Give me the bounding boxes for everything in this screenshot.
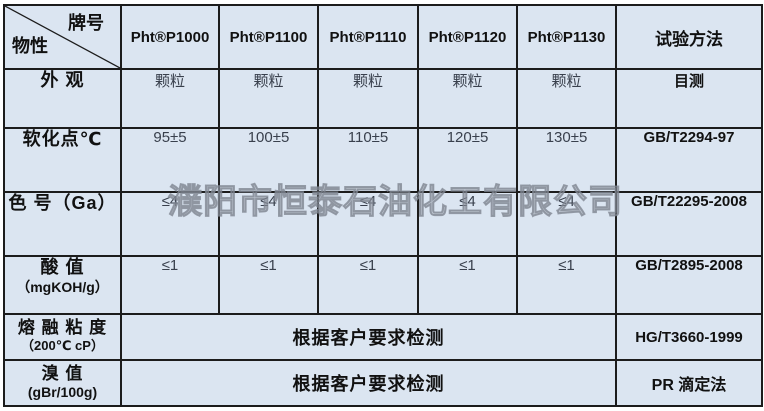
method-cell: GB/T2294-97: [615, 127, 763, 193]
method-cell: HG/T3660-1999: [615, 313, 763, 361]
row-label-line2: (gBr/100g): [27, 384, 98, 401]
spec-table: 牌号 物性 Pht®P1000 Pht®P1100 Pht®P1110 Pht®…: [3, 4, 763, 407]
row-softening-point: 软化点℃ 95±5 100±5 110±5 120±5 130±5 GB/T22…: [3, 127, 763, 193]
cell-value: 颗粒: [516, 68, 617, 129]
row-color-number: 色 号（Ga） ≤4 ≤4 ≤4 ≤4 ≤4 GB/T22295-2008: [3, 191, 763, 257]
cell-value: 颗粒: [218, 68, 319, 129]
row-bromine-value: 溴 值 (gBr/100g) 根据客户要求检测 PR 滴定法: [3, 359, 763, 407]
cell-value: 95±5: [120, 127, 220, 193]
row-label-line2: （mgKOH/g）: [16, 278, 109, 295]
cell-value: ≤1: [218, 255, 319, 315]
col-header-product-3: Pht®P1110: [317, 4, 419, 70]
row-label-bromine-value: 溴 值 (gBr/100g): [3, 359, 122, 407]
col-header-product-5: Pht®P1130: [516, 4, 617, 70]
row-label-line1: 熔 融 粘 度: [17, 318, 108, 337]
row-appearance: 外 观 颗粒 颗粒 颗粒 颗粒 颗粒 目测: [3, 68, 763, 129]
row-melt-viscosity: 熔 融 粘 度 （200℃ cP） 根据客户要求检测 HG/T3660-1999: [3, 313, 763, 361]
method-cell: 目测: [615, 68, 763, 129]
row-acid-value: 酸 值 （mgKOH/g） ≤1 ≤1 ≤1 ≤1 ≤1 GB/T2895-20…: [3, 255, 763, 315]
col-header-product-4: Pht®P1120: [417, 4, 518, 70]
corner-cell: 牌号 物性: [3, 4, 122, 70]
row-label-line1: 溴 值: [41, 364, 84, 383]
cell-value: 110±5: [317, 127, 419, 193]
row-label-line2: （200℃ cP）: [21, 338, 104, 354]
cell-value: ≤1: [317, 255, 419, 315]
cell-value: ≤4: [218, 191, 319, 257]
method-cell: GB/T22295-2008: [615, 191, 763, 257]
cell-value: 颗粒: [120, 68, 220, 129]
cell-value: 颗粒: [317, 68, 419, 129]
cell-value: ≤4: [516, 191, 617, 257]
cell-value: 100±5: [218, 127, 319, 193]
cell-value: ≤1: [120, 255, 220, 315]
cell-value: ≤4: [417, 191, 518, 257]
cell-value: 130±5: [516, 127, 617, 193]
diagonal-divider-line: [6, 7, 119, 67]
cell-value: ≤4: [120, 191, 220, 257]
cell-value: ≤1: [417, 255, 518, 315]
merged-value-cell: 根据客户要求检测: [120, 359, 617, 407]
col-header-product-2: Pht®P1100: [218, 4, 319, 70]
col-header-product-1: Pht®P1000: [120, 4, 220, 70]
corner-brand-label: 牌号: [68, 13, 104, 33]
method-cell: PR 滴定法: [615, 359, 763, 407]
cell-value: ≤4: [317, 191, 419, 257]
corner-property-label: 物性: [12, 36, 48, 56]
col-header-test-method: 试验方法: [615, 4, 763, 70]
row-label-melt-viscosity: 熔 融 粘 度 （200℃ cP）: [3, 313, 122, 361]
cell-value: 颗粒: [417, 68, 518, 129]
row-label-appearance: 外 观: [3, 68, 122, 129]
header-row: 牌号 物性 Pht®P1000 Pht®P1100 Pht®P1110 Pht®…: [3, 4, 763, 70]
merged-value-cell: 根据客户要求检测: [120, 313, 617, 361]
row-label-line1: 酸 值: [40, 257, 85, 277]
method-cell: GB/T2895-2008: [615, 255, 763, 315]
row-label-softening-point: 软化点℃: [3, 127, 122, 193]
cell-value: 120±5: [417, 127, 518, 193]
cell-value: ≤1: [516, 255, 617, 315]
row-label-color-number: 色 号（Ga）: [3, 191, 122, 257]
row-label-acid-value: 酸 值 （mgKOH/g）: [3, 255, 122, 315]
